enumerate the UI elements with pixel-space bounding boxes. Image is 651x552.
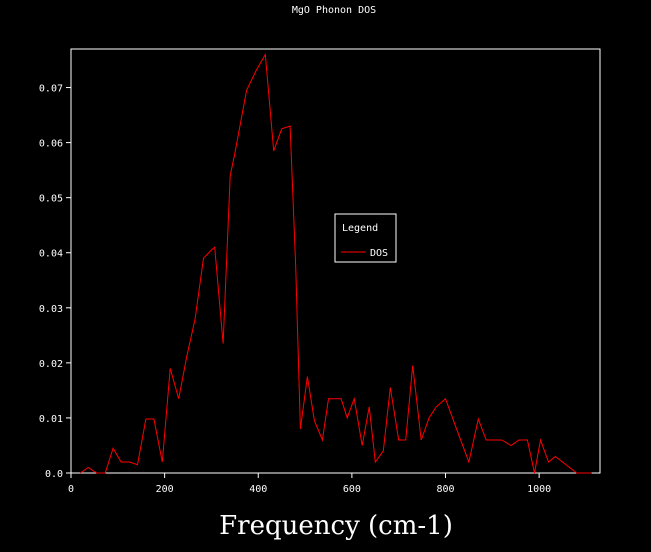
y-tick-label: 0.05 <box>39 194 63 205</box>
x-axis: 0 200 400 600 800 1000 <box>68 473 551 495</box>
x-tick-label: 200 <box>156 484 174 495</box>
x-axis-label: Frequency (cm-1) <box>219 511 453 541</box>
legend: Legend DOS <box>334 213 397 263</box>
y-tick-label: 0.04 <box>39 249 63 260</box>
x-tick-label: 800 <box>436 484 454 495</box>
x-tick-label: 1000 <box>527 484 551 495</box>
series-line-dos <box>80 52 592 474</box>
y-tick-label: 0.07 <box>39 84 63 95</box>
y-tick-label: 0.06 <box>39 139 63 150</box>
y-tick-label: 0.03 <box>39 304 63 315</box>
y-tick-label: 0.01 <box>39 414 63 425</box>
legend-title: Legend <box>342 223 378 234</box>
y-tick-label: 0.02 <box>39 359 63 370</box>
plot-frame <box>70 48 601 474</box>
y-tick-label: 0.0 <box>45 469 63 480</box>
x-tick-label: 600 <box>343 484 361 495</box>
chart-title: MgO Phonon DOS <box>292 5 376 16</box>
x-tick-label: 400 <box>249 484 267 495</box>
legend-box <box>334 213 397 263</box>
legend-label-dos: DOS <box>370 248 388 259</box>
y-axis: 0.0 0.01 0.02 0.03 0.04 0.05 0.06 0.07 <box>39 84 71 480</box>
x-tick-label: 0 <box>68 484 74 495</box>
